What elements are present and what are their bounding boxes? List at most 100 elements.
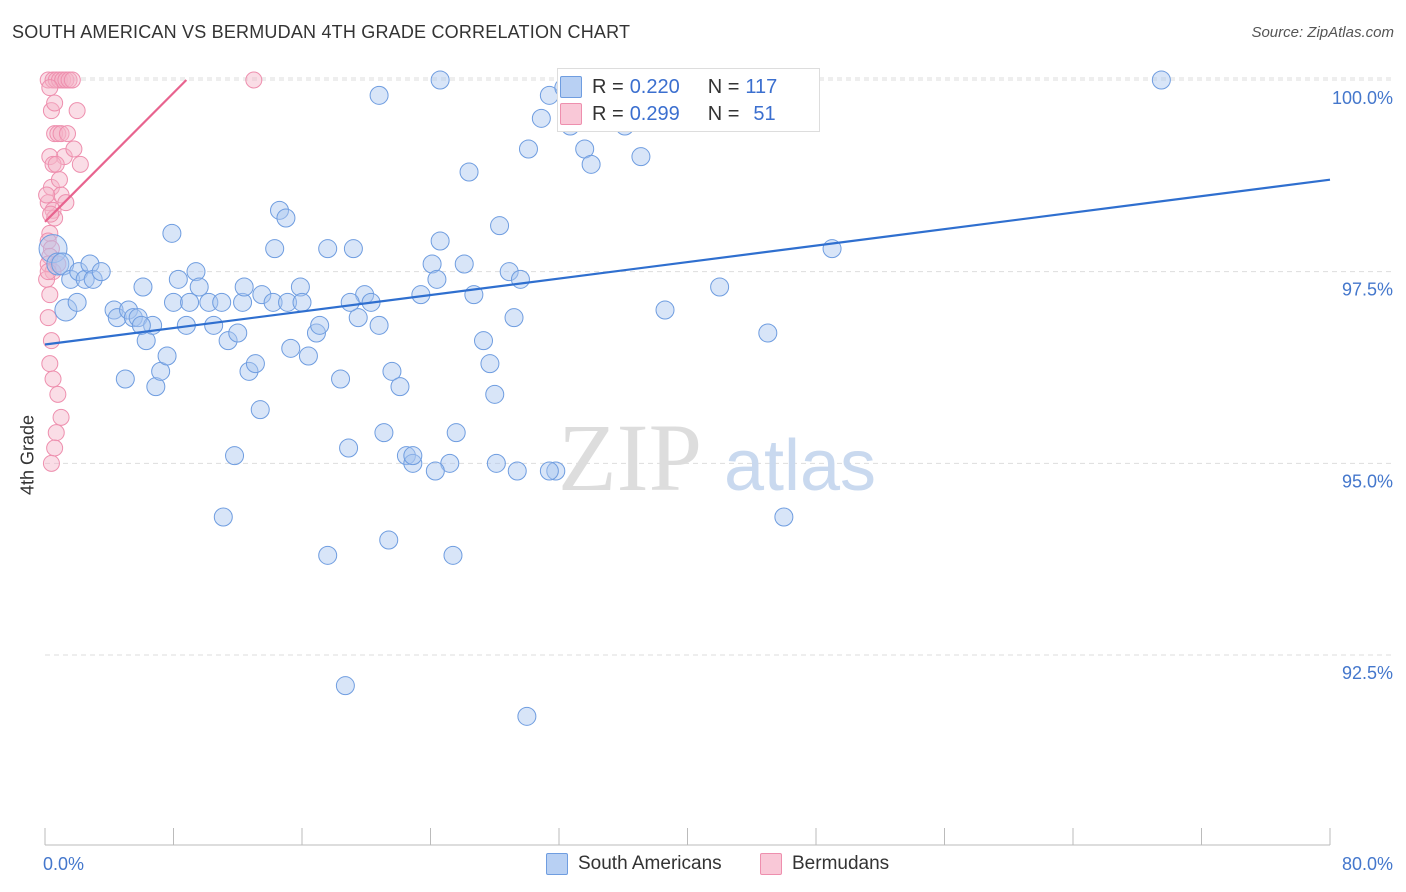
bermudan-point	[63, 71, 81, 89]
south-american-point	[1151, 70, 1171, 90]
south-american-point	[292, 292, 312, 312]
bermudan-point	[42, 332, 60, 350]
bermudan-point	[47, 424, 65, 442]
bermudan-point	[71, 155, 89, 173]
watermark: ZIP atlas	[558, 404, 876, 511]
legend-swatch-pink	[760, 853, 782, 875]
south-american-point	[369, 85, 389, 105]
south-american-point	[546, 461, 566, 481]
x-tick-label-min: 0.0%	[43, 854, 84, 874]
south-american-point	[331, 369, 351, 389]
south-american-point	[38, 234, 68, 264]
legend-label-bermudans: Bermudans	[792, 853, 890, 874]
south-american-point	[318, 239, 338, 259]
south-american-point	[83, 269, 103, 289]
south-american-point	[655, 300, 675, 320]
south-american-point	[499, 262, 519, 282]
legend-r-label: R =	[592, 102, 624, 125]
south-american-point	[335, 676, 355, 696]
south-american-point	[774, 507, 794, 527]
south-american-point	[61, 269, 81, 289]
bermudan-point	[49, 385, 67, 403]
bermudan-point	[38, 186, 56, 204]
bermudan-point	[245, 71, 263, 89]
south-american-point	[239, 361, 259, 381]
south-american-point	[245, 354, 265, 374]
legend-n-value: 117	[745, 75, 778, 98]
south-american-point	[263, 292, 283, 312]
south-american-point	[278, 292, 298, 312]
south-american-point	[75, 269, 95, 289]
bermudan-point	[52, 408, 70, 426]
south-american-point	[474, 331, 494, 351]
south-american-point	[298, 346, 318, 366]
legend-n-label: N =	[707, 75, 740, 98]
south-american-point	[430, 70, 450, 90]
bermudans-points	[38, 71, 263, 472]
south-american-point	[631, 147, 651, 167]
bermudan-point	[65, 140, 83, 158]
south-american-point	[403, 446, 423, 466]
tick-labels: 92.5% 95.0% 97.5% 100.0% 0.0% 80.0%	[43, 88, 1393, 874]
south-american-point	[54, 298, 78, 322]
bermudan-point	[42, 205, 60, 223]
south-american-point	[233, 292, 253, 312]
south-american-point	[212, 292, 232, 312]
south-american-point	[218, 331, 238, 351]
south-american-point	[228, 323, 248, 343]
y-tick-label: 97.5%	[1342, 280, 1393, 300]
x-tick-label-max: 80.0%	[1342, 854, 1393, 874]
south-american-point	[186, 262, 206, 282]
south-american-point	[486, 453, 506, 473]
legend-swatch-blue	[560, 76, 582, 98]
south-american-point	[250, 400, 270, 420]
south-american-point	[225, 446, 245, 466]
south-american-point	[507, 461, 527, 481]
south-american-point	[446, 423, 466, 443]
south-american-point	[133, 277, 153, 297]
south-american-point	[146, 377, 166, 397]
south-american-point	[518, 139, 538, 159]
south-american-point	[504, 308, 524, 328]
legend-bermudans[interactable]: Bermudans	[760, 851, 889, 877]
watermark-atlas: atlas	[724, 426, 876, 506]
south-american-point	[234, 277, 254, 297]
south-american-point	[91, 262, 111, 282]
bermudan-point	[46, 94, 64, 112]
legend-south-americans[interactable]: South Americans	[546, 851, 722, 877]
y-tick-label: 95.0%	[1342, 471, 1393, 491]
bermudan-point	[42, 454, 60, 472]
legend-r-label: R =	[592, 75, 624, 98]
south-americans-points	[38, 70, 1171, 726]
bermudan-point	[41, 286, 59, 304]
bermudan-point	[39, 309, 57, 327]
legend-n-label: N =	[707, 102, 740, 125]
bermudan-point	[50, 171, 68, 189]
legend-row-bermudans: R = 0.299 N = 51	[560, 101, 776, 127]
legend-row-south-americans: R = 0.220 N = 117	[560, 74, 778, 100]
trend-lines	[44, 79, 1331, 346]
bermudan-point	[47, 155, 65, 173]
legend-swatch-pink	[560, 103, 582, 125]
legend-n-value: 51	[753, 102, 776, 125]
south-american-point	[490, 216, 510, 236]
south-american-point	[276, 208, 296, 228]
south-american-point	[339, 438, 359, 458]
south-american-point	[379, 530, 399, 550]
bermudan-point	[41, 355, 59, 373]
bermudans-trend-line	[44, 79, 188, 223]
bermudan-point	[52, 125, 70, 143]
south-american-point	[115, 369, 135, 389]
south-american-point	[369, 315, 389, 335]
south-american-point	[157, 346, 177, 366]
source-credit: Source: ZipAtlas.com	[1251, 24, 1394, 41]
south-american-point	[318, 545, 338, 565]
south-american-point	[485, 384, 505, 404]
south-american-point	[104, 300, 124, 320]
south-american-point	[510, 269, 530, 289]
south-american-point	[162, 223, 182, 243]
south-american-point	[396, 446, 416, 466]
south-american-point	[480, 354, 500, 374]
south-american-point	[539, 461, 559, 481]
